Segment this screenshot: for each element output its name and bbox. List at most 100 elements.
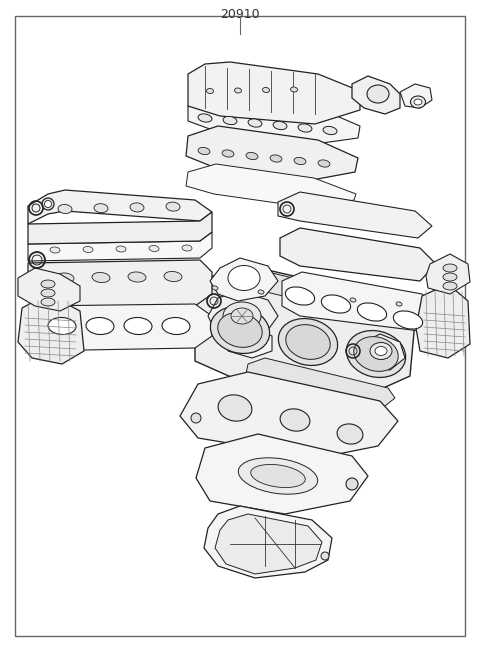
Ellipse shape <box>273 121 287 130</box>
Ellipse shape <box>128 272 146 282</box>
Polygon shape <box>186 126 358 180</box>
Polygon shape <box>30 304 212 351</box>
Polygon shape <box>180 372 398 458</box>
Ellipse shape <box>228 266 260 291</box>
Ellipse shape <box>238 458 318 494</box>
Ellipse shape <box>443 264 457 272</box>
Ellipse shape <box>86 318 114 335</box>
Ellipse shape <box>294 157 306 165</box>
Ellipse shape <box>286 325 330 359</box>
Circle shape <box>42 198 54 210</box>
Polygon shape <box>356 334 405 370</box>
Polygon shape <box>188 62 360 124</box>
Ellipse shape <box>304 294 310 298</box>
Ellipse shape <box>347 331 406 377</box>
Polygon shape <box>210 258 278 301</box>
Ellipse shape <box>41 280 55 288</box>
Circle shape <box>191 413 201 423</box>
Ellipse shape <box>198 148 210 155</box>
Ellipse shape <box>323 127 337 134</box>
Ellipse shape <box>251 464 305 487</box>
Ellipse shape <box>396 302 402 306</box>
Ellipse shape <box>354 337 398 371</box>
Polygon shape <box>28 232 212 261</box>
Polygon shape <box>28 212 212 244</box>
Ellipse shape <box>443 273 457 281</box>
Polygon shape <box>244 358 395 406</box>
Ellipse shape <box>258 290 264 294</box>
Ellipse shape <box>263 87 269 92</box>
Ellipse shape <box>414 99 422 105</box>
Ellipse shape <box>41 289 55 297</box>
Polygon shape <box>416 284 470 358</box>
Ellipse shape <box>210 306 270 354</box>
Polygon shape <box>426 254 470 294</box>
Polygon shape <box>282 272 438 331</box>
Ellipse shape <box>92 272 110 283</box>
Ellipse shape <box>223 116 237 125</box>
Polygon shape <box>195 266 415 394</box>
Ellipse shape <box>198 114 212 122</box>
Ellipse shape <box>393 311 423 329</box>
Ellipse shape <box>280 409 310 431</box>
Ellipse shape <box>212 286 218 290</box>
Ellipse shape <box>83 247 93 253</box>
Polygon shape <box>18 294 84 364</box>
Circle shape <box>346 478 358 490</box>
Polygon shape <box>28 190 212 224</box>
Ellipse shape <box>235 88 241 93</box>
Ellipse shape <box>298 124 312 132</box>
Circle shape <box>45 201 51 207</box>
Ellipse shape <box>278 319 337 365</box>
Ellipse shape <box>367 85 389 103</box>
Ellipse shape <box>350 298 356 302</box>
Ellipse shape <box>206 89 214 94</box>
Polygon shape <box>278 192 432 238</box>
Ellipse shape <box>285 287 315 305</box>
Ellipse shape <box>231 308 253 324</box>
Polygon shape <box>228 328 272 358</box>
Ellipse shape <box>58 205 72 213</box>
Polygon shape <box>186 164 356 208</box>
Ellipse shape <box>443 282 457 290</box>
Polygon shape <box>215 514 322 574</box>
Ellipse shape <box>246 152 258 159</box>
Ellipse shape <box>222 150 234 157</box>
Ellipse shape <box>116 246 126 252</box>
Ellipse shape <box>162 318 190 335</box>
Ellipse shape <box>223 302 261 330</box>
Ellipse shape <box>94 203 108 213</box>
Ellipse shape <box>370 342 392 359</box>
Polygon shape <box>18 268 80 311</box>
Polygon shape <box>28 260 212 308</box>
Polygon shape <box>244 272 395 320</box>
Ellipse shape <box>166 202 180 211</box>
Polygon shape <box>204 506 332 578</box>
Circle shape <box>321 552 329 560</box>
Ellipse shape <box>218 313 262 348</box>
Ellipse shape <box>130 203 144 212</box>
Text: 20910: 20910 <box>220 8 260 21</box>
Ellipse shape <box>410 96 425 108</box>
Ellipse shape <box>321 295 351 313</box>
Polygon shape <box>188 96 360 144</box>
Ellipse shape <box>218 395 252 421</box>
Ellipse shape <box>56 273 74 283</box>
Ellipse shape <box>270 155 282 162</box>
Ellipse shape <box>337 424 363 444</box>
Polygon shape <box>196 434 368 514</box>
Polygon shape <box>280 228 436 281</box>
Ellipse shape <box>124 318 152 335</box>
Ellipse shape <box>50 247 60 253</box>
Ellipse shape <box>318 160 330 167</box>
Polygon shape <box>400 84 432 108</box>
Ellipse shape <box>182 245 192 251</box>
Ellipse shape <box>164 272 182 281</box>
Ellipse shape <box>41 298 55 306</box>
Ellipse shape <box>248 119 262 127</box>
Polygon shape <box>352 76 400 114</box>
Ellipse shape <box>375 346 387 356</box>
Ellipse shape <box>149 245 159 251</box>
Ellipse shape <box>357 303 387 321</box>
Ellipse shape <box>48 318 76 335</box>
